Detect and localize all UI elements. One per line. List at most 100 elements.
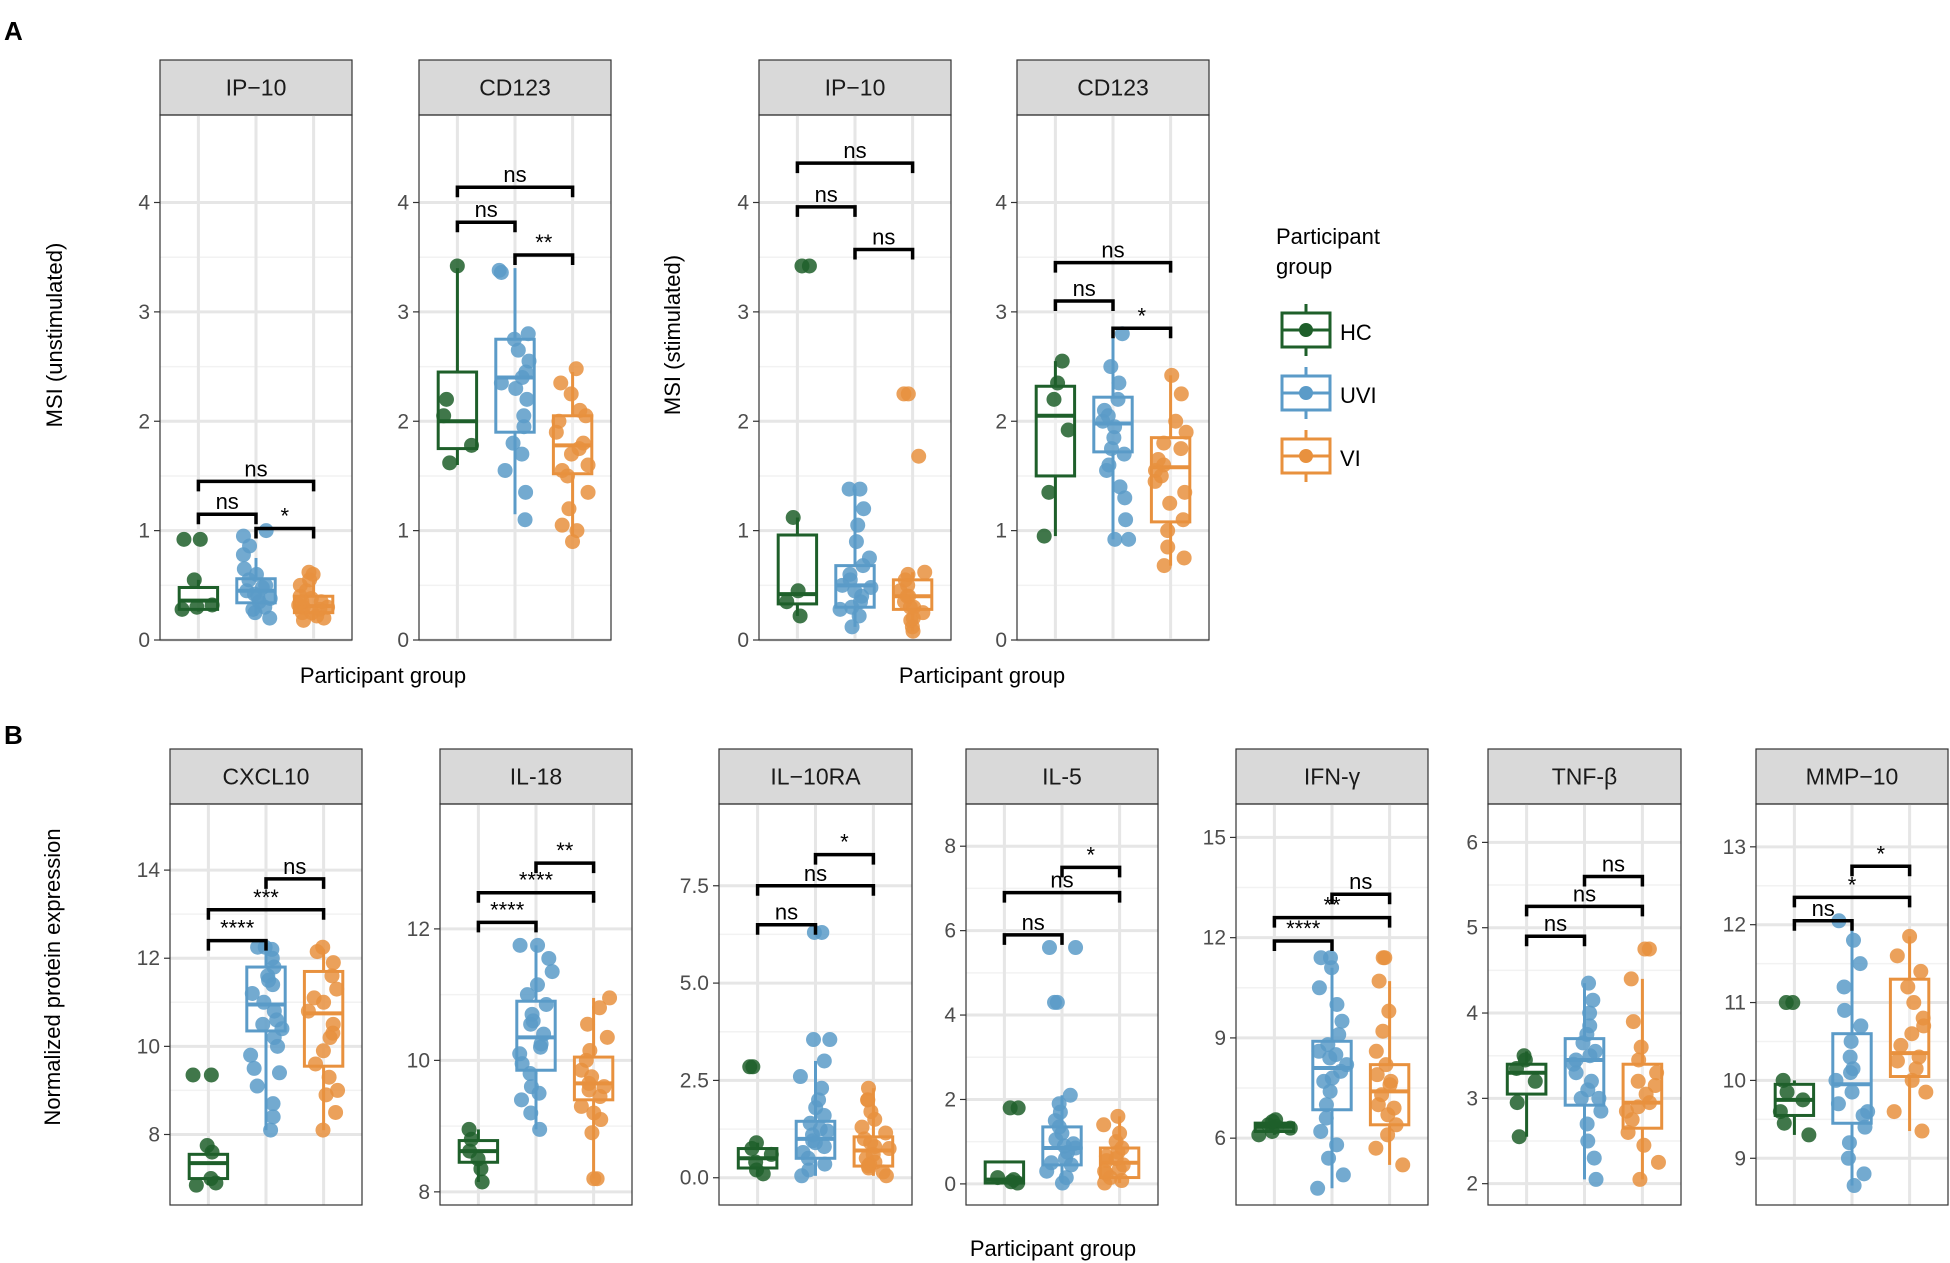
data-point-uvi bbox=[848, 534, 864, 550]
data-point-hc bbox=[748, 1135, 764, 1151]
y-tick-label: 2 bbox=[995, 410, 1007, 433]
data-point-vi bbox=[1904, 1072, 1920, 1088]
data-point-vi bbox=[1395, 1157, 1411, 1173]
data-point-uvi bbox=[1329, 997, 1345, 1012]
bracket-line bbox=[476, 920, 538, 933]
bracket-line bbox=[1792, 919, 1854, 931]
legend-label-vi: VI bbox=[1340, 446, 1361, 471]
significance-label: **** bbox=[490, 897, 525, 922]
data-point-vi bbox=[1173, 441, 1189, 457]
data-point-uvi bbox=[518, 484, 534, 500]
data-point-vi bbox=[1173, 386, 1189, 402]
significance-label: * bbox=[1848, 872, 1857, 897]
facet-title: CXCL10 bbox=[223, 764, 310, 790]
significance-bracket: ns bbox=[455, 162, 575, 198]
panel-1: IP−10 0 1 2 3 4 ns * ns bbox=[138, 59, 353, 652]
data-point-vi bbox=[1889, 948, 1905, 964]
y-tick-label: 6 bbox=[1214, 1127, 1226, 1150]
data-point-uvi bbox=[531, 1085, 547, 1101]
data-point-hc bbox=[792, 608, 808, 624]
data-point-uvi bbox=[1103, 359, 1119, 375]
data-point-hc bbox=[1779, 1084, 1795, 1100]
data-point-vi bbox=[1630, 1099, 1646, 1115]
data-point-uvi bbox=[795, 1144, 811, 1160]
data-point-uvi bbox=[516, 419, 532, 435]
data-point-uvi bbox=[1047, 994, 1063, 1010]
data-point-vi bbox=[1178, 424, 1194, 440]
data-point-hc bbox=[464, 437, 480, 453]
bracket-line bbox=[1850, 864, 1912, 877]
significance-label: ns bbox=[1022, 910, 1045, 935]
legend-point bbox=[1299, 323, 1313, 337]
data-point-uvi bbox=[255, 1016, 271, 1032]
data-point-vi bbox=[1374, 1087, 1390, 1103]
significance-label: ns bbox=[872, 225, 895, 250]
data-point-hc bbox=[1511, 1129, 1527, 1145]
data-point-hc bbox=[1527, 1073, 1543, 1089]
significance-bracket: *** bbox=[206, 885, 326, 920]
data-point-uvi bbox=[245, 601, 261, 617]
data-point-uvi bbox=[1062, 1087, 1078, 1103]
data-point-hc bbox=[1046, 391, 1062, 407]
data-point-uvi bbox=[256, 994, 272, 1010]
data-point-uvi bbox=[529, 977, 545, 993]
data-point-uvi bbox=[508, 380, 524, 396]
y-tick-label: 2 bbox=[1466, 1173, 1478, 1196]
data-point-uvi bbox=[262, 590, 278, 606]
significance-label: * bbox=[281, 503, 290, 528]
data-point-uvi bbox=[1568, 1052, 1584, 1068]
y-tick-label: 1 bbox=[138, 520, 150, 543]
significance-label: ns bbox=[1544, 911, 1567, 936]
data-point-uvi bbox=[523, 1105, 539, 1121]
significance-bracket: ns bbox=[196, 456, 316, 492]
legend-point bbox=[1299, 449, 1313, 463]
data-point-uvi bbox=[493, 375, 509, 391]
significance-bracket: ns bbox=[1524, 911, 1587, 947]
data-point-uvi bbox=[1321, 1150, 1337, 1166]
significance-bracket: ** bbox=[534, 838, 596, 874]
bracket-line bbox=[1053, 299, 1115, 311]
data-point-uvi bbox=[1051, 1096, 1067, 1112]
bracket-line bbox=[813, 852, 876, 865]
data-point-uvi bbox=[1828, 1072, 1844, 1088]
data-point-vi bbox=[1618, 1103, 1634, 1119]
data-point-uvi bbox=[493, 265, 509, 280]
data-point-hc bbox=[1801, 1127, 1817, 1143]
data-point-uvi bbox=[1311, 980, 1327, 996]
data-point-uvi bbox=[1335, 1167, 1351, 1183]
data-point-vi bbox=[1904, 1026, 1920, 1042]
data-point-uvi bbox=[517, 512, 533, 528]
data-point-vi bbox=[1097, 1163, 1113, 1179]
data-point-uvi bbox=[236, 561, 252, 577]
data-point-hc bbox=[474, 1174, 490, 1190]
data-point-uvi bbox=[842, 566, 858, 582]
significance-bracket: ns bbox=[1002, 868, 1122, 903]
facet-title: TNF-β bbox=[1552, 764, 1618, 790]
facet-strip bbox=[418, 59, 612, 116]
data-point-uvi bbox=[1845, 932, 1861, 948]
y-tick-label: 4 bbox=[737, 192, 749, 215]
significance-label: * bbox=[840, 830, 849, 855]
data-point-hc bbox=[186, 572, 202, 588]
bracket-line bbox=[755, 884, 876, 896]
data-point-uvi bbox=[1116, 446, 1132, 462]
data-point-vi bbox=[1620, 1124, 1636, 1140]
data-point-uvi bbox=[532, 1121, 548, 1137]
facet-title: IL-18 bbox=[510, 764, 562, 790]
significance-label: ns bbox=[1602, 852, 1625, 877]
panel-border bbox=[1487, 803, 1682, 1206]
data-point-uvi bbox=[1331, 1027, 1347, 1043]
bracket-line bbox=[1111, 326, 1173, 339]
data-point-hc bbox=[1282, 1120, 1298, 1136]
data-point-uvi bbox=[802, 1115, 818, 1131]
data-point-vi bbox=[1156, 558, 1172, 574]
data-point-hc bbox=[1050, 375, 1066, 391]
data-point-uvi bbox=[844, 619, 860, 635]
data-point-vi bbox=[325, 1025, 341, 1041]
panel-letter-b: B bbox=[4, 720, 23, 750]
y-tick-label: 4 bbox=[944, 1004, 956, 1027]
data-point-uvi bbox=[1318, 1110, 1334, 1126]
